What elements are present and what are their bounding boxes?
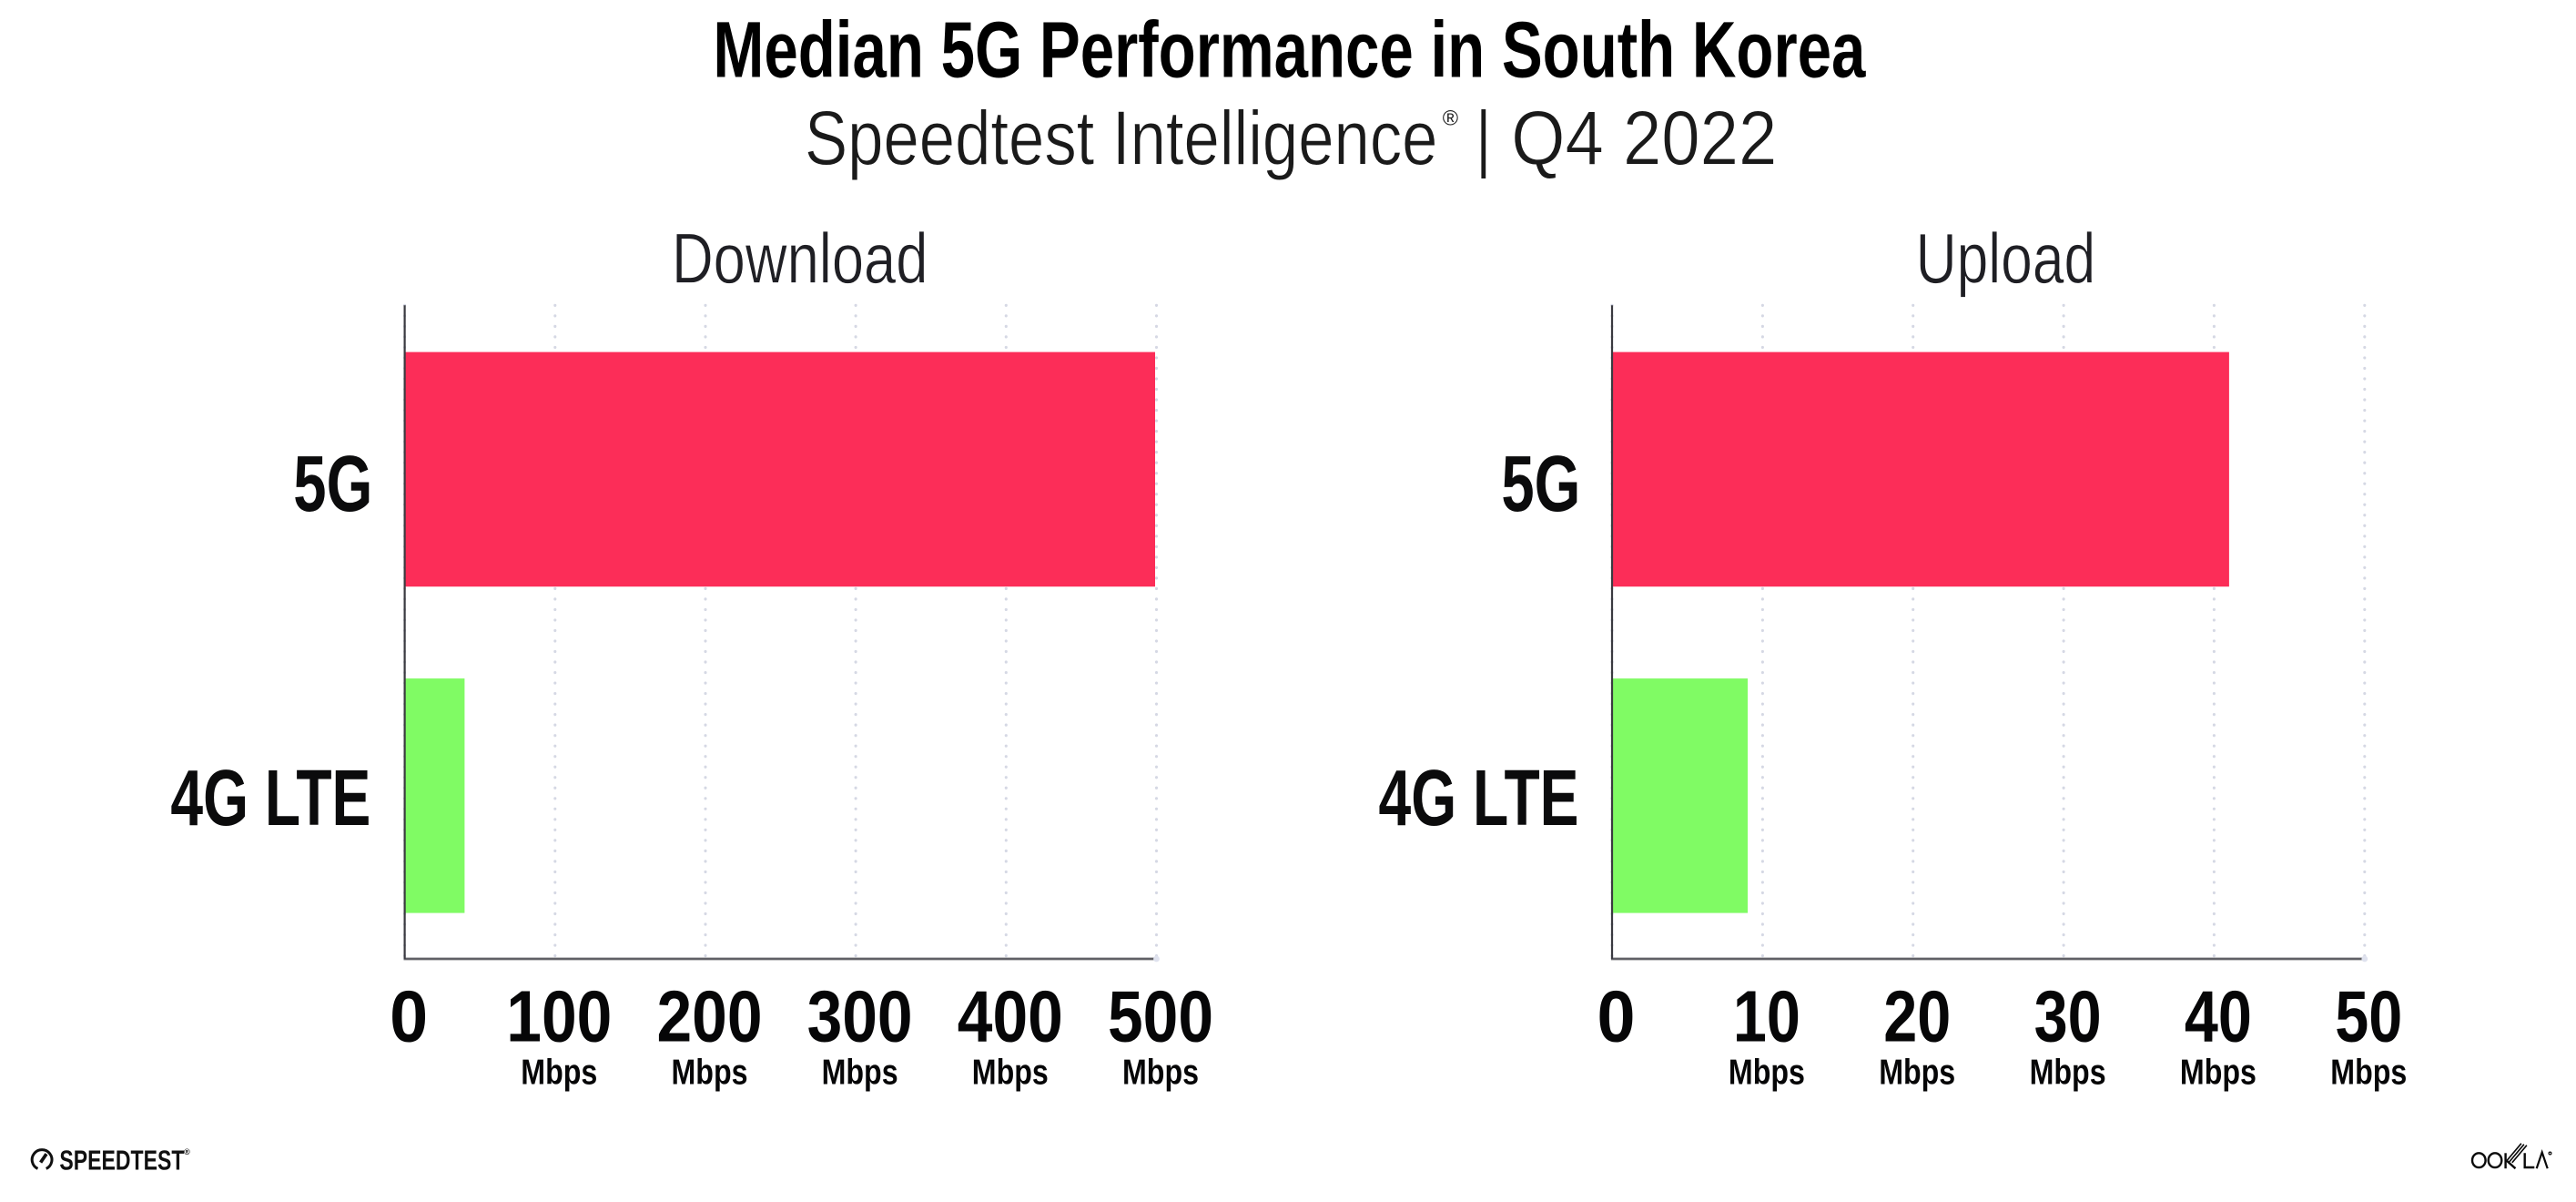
svg-text:Mbps: Mbps [2180, 1054, 2257, 1093]
svg-text:Mbps: Mbps [2030, 1054, 2106, 1093]
svg-text:Upload: Upload [1916, 220, 2096, 299]
svg-text:500: 500 [1108, 976, 1213, 1057]
svg-text:30: 30 [2034, 976, 2102, 1057]
svg-text:4G LTE: 4G LTE [170, 754, 370, 842]
svg-text:100: 100 [506, 976, 612, 1057]
svg-text:400: 400 [958, 976, 1063, 1057]
svg-text:40: 40 [2185, 976, 2252, 1057]
svg-text:Download: Download [672, 220, 928, 299]
svg-text:®: ® [1443, 107, 1458, 130]
svg-text:4G LTE: 4G LTE [1379, 754, 1579, 842]
svg-text:®: ® [184, 1147, 190, 1156]
svg-text:0: 0 [1597, 976, 1636, 1057]
svg-text:50: 50 [2335, 976, 2402, 1057]
svg-text:Mbps: Mbps [521, 1054, 597, 1093]
svg-text:Mbps: Mbps [822, 1054, 898, 1093]
svg-text:Mbps: Mbps [972, 1054, 1049, 1093]
svg-text:Mbps: Mbps [2330, 1054, 2407, 1093]
svg-text:Speedtest Intelligence: Speedtest Intelligence [805, 96, 1438, 181]
svg-text:5G: 5G [293, 440, 372, 528]
svg-text:Mbps: Mbps [672, 1054, 748, 1093]
svg-text:SPEEDTEST: SPEEDTEST [59, 1145, 184, 1177]
svg-text:Mbps: Mbps [1729, 1054, 1805, 1093]
svg-text:5G: 5G [1501, 440, 1580, 528]
svg-text:20: 20 [1883, 976, 1951, 1057]
svg-text:200: 200 [657, 976, 763, 1057]
svg-text:10: 10 [1733, 976, 1800, 1057]
svg-text:0: 0 [390, 976, 428, 1057]
svg-text:Mbps: Mbps [1122, 1054, 1199, 1093]
svg-text:Q4 2022: Q4 2022 [1511, 96, 1777, 181]
svg-text:Mbps: Mbps [1879, 1054, 1955, 1093]
svg-text:Median 5G Performance in South: Median 5G Performance in South Korea [713, 6, 1866, 95]
svg-text:300: 300 [807, 976, 913, 1057]
